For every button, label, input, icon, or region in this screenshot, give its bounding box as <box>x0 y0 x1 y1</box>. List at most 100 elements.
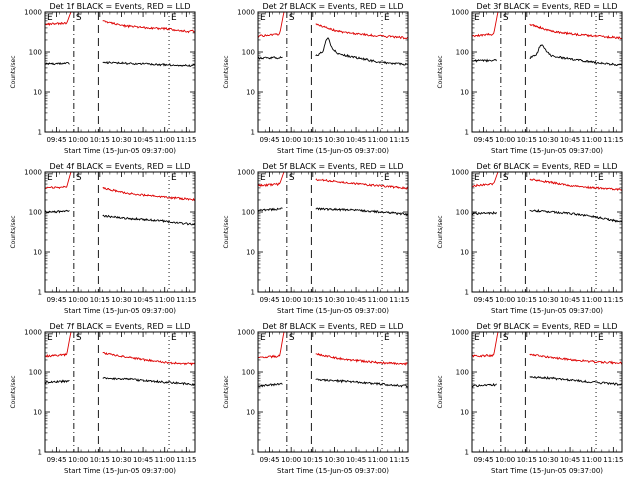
lld-series-line <box>258 331 285 359</box>
events-series-line <box>102 214 196 226</box>
detector-panel-2: Det 2f BLACK = Events, RED = LLD Counts/s… <box>223 2 409 155</box>
x-tick-label: 11:00 <box>368 456 388 464</box>
lld-series-line <box>102 351 196 366</box>
x-tick-label: 11:00 <box>155 296 175 304</box>
lld-series-line <box>529 178 623 191</box>
time-marker-label: S <box>289 333 295 343</box>
time-marker-label: S <box>76 13 82 23</box>
y-tick-label: 100 <box>29 209 42 217</box>
x-tick-label: 10:00 <box>281 136 301 144</box>
x-tick-label: 11:15 <box>176 456 196 464</box>
x-tick-label: 09:45 <box>473 296 493 304</box>
lld-series-line <box>45 331 72 358</box>
lld-series-line <box>44 171 72 190</box>
y-tick-label: 1 <box>38 129 42 137</box>
time-marker-label: E <box>260 333 266 343</box>
x-tick-label: 10:30 <box>324 296 344 304</box>
y-tick-label: 1000 <box>237 329 255 337</box>
x-tick-label: 10:00 <box>281 456 301 464</box>
time-marker-label: E <box>598 13 604 23</box>
panel-title: Det 8f BLACK = Events, RED = LLD <box>262 322 403 331</box>
x-tick-label: 11:15 <box>176 136 196 144</box>
lld-series-line <box>315 178 409 190</box>
x-tick-label: 09:45 <box>46 296 66 304</box>
time-marker-label: E <box>474 173 480 183</box>
time-marker-label: S <box>503 173 509 183</box>
y-tick-label: 100 <box>242 49 255 57</box>
detector-panel-5: Det 5f BLACK = Events, RED = LLD Counts/s… <box>223 162 409 315</box>
x-tick-label: 10:30 <box>538 456 558 464</box>
y-tick-label: 100 <box>242 209 255 217</box>
x-tick-label: 10:00 <box>495 456 515 464</box>
detector-panel-1: Det 1f BLACK = Events, RED = LLD Counts/s… <box>10 2 196 155</box>
x-axis-label: Start Time (15-Jun-05 09:37:00) <box>277 147 389 155</box>
y-axis-label: Counts/sec <box>10 375 17 408</box>
y-tick-label: 1000 <box>451 169 469 177</box>
y-tick-label: 1000 <box>451 329 469 337</box>
x-tick-label: 09:45 <box>259 456 279 464</box>
time-marker-label: E <box>47 173 53 183</box>
time-marker-label: E <box>384 13 390 23</box>
lld-series-line <box>257 171 285 188</box>
x-tick-label: 11:15 <box>176 296 196 304</box>
x-tick-label: 11:00 <box>368 136 388 144</box>
y-tick-label: 1 <box>465 289 469 297</box>
time-marker-label: S <box>76 173 82 183</box>
time-marker-label: E <box>474 333 480 343</box>
lld-series-line <box>471 171 499 188</box>
x-axis-label: Start Time (15-Jun-05 09:37:00) <box>277 467 389 475</box>
y-axis-label: Counts/sec <box>223 215 230 248</box>
plot-frame <box>44 11 196 133</box>
y-tick-label: 1000 <box>237 169 255 177</box>
y-tick-label: 10 <box>246 409 255 417</box>
x-tick-label: 11:15 <box>603 136 623 144</box>
x-axis-label: Start Time (15-Jun-05 09:37:00) <box>64 147 176 155</box>
time-marker-label: S <box>503 333 509 343</box>
events-series-line <box>257 56 283 60</box>
x-tick-label: 10:30 <box>324 456 344 464</box>
y-tick-label: 1000 <box>24 169 42 177</box>
x-tick-label: 10:15 <box>90 296 110 304</box>
x-tick-label: 10:15 <box>90 136 110 144</box>
y-axis-label: Counts/sec <box>10 55 17 88</box>
y-tick-label: 1 <box>38 449 42 457</box>
x-tick-label: 10:45 <box>560 456 580 464</box>
time-marker-label: S <box>289 173 295 183</box>
detector-panel-3: Det 3f BLACK = Events, RED = LLD Counts/s… <box>437 2 623 155</box>
time-marker-label: S <box>289 13 295 23</box>
lld-series-line <box>102 186 196 202</box>
events-series-line <box>102 376 196 386</box>
panel-title: Det 1f BLACK = Events, RED = LLD <box>49 2 190 11</box>
detector-panel-8: Det 8f BLACK = Events, RED = LLD Counts/s… <box>223 322 409 475</box>
y-tick-label: 10 <box>246 89 255 97</box>
panel-title: Det 4f BLACK = Events, RED = LLD <box>49 162 190 171</box>
x-tick-label: 11:15 <box>389 136 409 144</box>
x-tick-label: 11:00 <box>582 296 602 304</box>
y-axis-label: Counts/sec <box>437 55 444 88</box>
plot-frame <box>471 11 623 133</box>
x-tick-label: 11:15 <box>389 296 409 304</box>
y-axis-label: Counts/sec <box>10 215 17 248</box>
time-marker-label: E <box>598 173 604 183</box>
x-tick-label: 10:30 <box>324 136 344 144</box>
y-tick-label: 100 <box>29 369 42 377</box>
y-axis-label: Counts/sec <box>223 375 230 408</box>
x-tick-label: 09:45 <box>259 296 279 304</box>
events-series-line <box>529 208 623 223</box>
y-tick-label: 1000 <box>24 9 42 17</box>
events-series-line <box>315 378 409 388</box>
plot-frame <box>257 11 409 133</box>
y-tick-label: 1000 <box>24 329 42 337</box>
x-tick-label: 10:00 <box>281 296 301 304</box>
lld-series-line <box>529 353 623 365</box>
events-series-line <box>102 60 196 68</box>
x-tick-label: 10:15 <box>517 136 537 144</box>
x-tick-label: 10:45 <box>560 136 580 144</box>
y-tick-label: 100 <box>456 209 469 217</box>
y-tick-label: 100 <box>456 369 469 377</box>
y-tick-label: 1000 <box>237 9 255 17</box>
y-tick-label: 100 <box>456 49 469 57</box>
x-tick-label: 10:45 <box>560 296 580 304</box>
x-tick-label: 10:00 <box>68 296 88 304</box>
